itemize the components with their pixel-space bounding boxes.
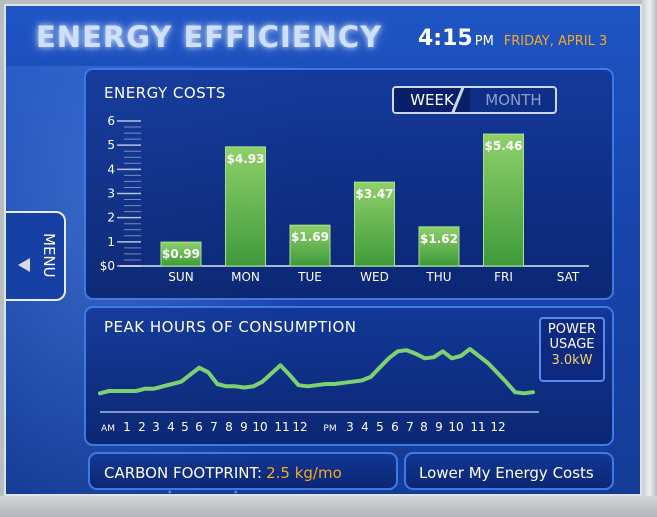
- energy-costs-title: ENERGY COSTS: [104, 84, 226, 102]
- x-tick-label: 11: [470, 420, 485, 434]
- x-tick-label: MON: [231, 270, 260, 284]
- x-tick-label: 8: [225, 420, 233, 434]
- x-tick-label: WED: [360, 270, 389, 284]
- menu-label: MENU: [40, 233, 58, 278]
- x-tick-label: 1: [123, 420, 131, 434]
- power-usage-value: 3.0kW: [551, 353, 593, 368]
- clock-time: 4:15: [418, 26, 473, 51]
- x-tick-label: 6: [391, 420, 399, 434]
- x-tick-label: 5: [181, 420, 189, 434]
- x-tick-label: 9: [435, 420, 443, 434]
- x-tick-label: 9: [240, 420, 248, 434]
- lower-energy-costs-button[interactable]: Lower My Energy Costs: [404, 452, 614, 490]
- x-tick-label: THU: [425, 270, 451, 284]
- x-tick-label: 2: [138, 420, 146, 434]
- power-usage-label-2: USAGE: [549, 337, 595, 352]
- x-tick-label: 11: [274, 420, 289, 434]
- bar-tue: [289, 224, 331, 267]
- peak-hours-panel: PEAK HOURS OF CONSUMPTION: [84, 306, 614, 446]
- x-tick-label: 3: [346, 420, 354, 434]
- x-tick-label: SAT: [557, 270, 580, 284]
- bar-mon: [225, 146, 266, 267]
- x-tick-label: 3: [152, 420, 160, 434]
- device-bezel-bottom: [0, 496, 657, 517]
- x-tick-label: 10: [252, 420, 267, 434]
- peak-hours-chart: AM 1 2 3 4 5 6 7 8 9 10 11 12 PM 3 4 5 6 7 8 9 10 11 12: [98, 347, 539, 434]
- x-tick-label: 6: [195, 420, 203, 434]
- bar-value-label: $3.47: [356, 187, 394, 201]
- y-tick-label: 3: [107, 187, 115, 201]
- x-tick-label: TUE: [297, 270, 322, 284]
- clock: 4:15 PM FRIDAY, APRIL 3: [418, 26, 607, 51]
- x-tick-label: SUN: [168, 270, 193, 284]
- bar-value-label: $1.62: [420, 232, 458, 246]
- bar-value-label: $1.69: [291, 230, 329, 244]
- carbon-footprint-label: CARBON FOOTPRINT: 2.5 kg/mo: [104, 464, 342, 482]
- clock-date: FRIDAY, APRIL 3: [503, 34, 608, 49]
- x-tick-label: PM: [323, 424, 336, 434]
- bar-sun: [160, 241, 202, 267]
- bar-fri: [483, 133, 524, 267]
- period-toggle[interactable]: WEEK MONTH: [392, 86, 557, 114]
- bar-value-label: $5.46: [485, 139, 523, 153]
- carbon-value: 2.5 kg/mo: [266, 464, 342, 482]
- device-bezel-right: [642, 0, 657, 517]
- x-tick-label: 7: [406, 420, 414, 434]
- x-tick-label: 10: [448, 420, 463, 434]
- scroll-up-icon: ↑: [232, 490, 240, 496]
- lower-energy-costs-label: Lower My Energy Costs: [419, 464, 594, 482]
- power-usage-label-1: POWER: [547, 322, 597, 337]
- carbon-footprint-box: CARBON FOOTPRINT: 2.5 kg/mo: [88, 452, 398, 490]
- y-tick-label: $0: [100, 259, 115, 273]
- menu-tab[interactable]: MENU: [6, 211, 66, 301]
- clock-ampm: PM: [474, 34, 494, 49]
- app-screen: ENERGY EFFICIENCY 4:15 PM FRIDAY, APRIL 3 …: [4, 4, 642, 496]
- y-tick-label: 1: [107, 235, 115, 249]
- bar-wed: [354, 181, 395, 267]
- x-tick-label: 5: [376, 420, 384, 434]
- arrow-left-icon: [18, 258, 30, 272]
- scroll-up-icon: ↑: [166, 490, 174, 496]
- x-tick-label: AM: [101, 424, 115, 434]
- x-tick-label: 8: [420, 420, 428, 434]
- x-tick-label: FRI: [494, 270, 513, 284]
- x-tick-label: 4: [167, 420, 175, 434]
- x-tick-label: 4: [361, 420, 369, 434]
- app-title: ENERGY EFFICIENCY: [36, 20, 383, 54]
- bar-thu: [418, 226, 460, 267]
- y-tick-label: 2: [107, 211, 115, 225]
- tab-month[interactable]: MONTH: [485, 91, 542, 109]
- x-tick-label: 12: [292, 420, 307, 434]
- peak-hours-title: PEAK HOURS OF CONSUMPTION: [104, 318, 357, 336]
- carbon-label-text: CARBON FOOTPRINT:: [104, 464, 263, 482]
- consumption-line: [98, 347, 535, 396]
- y-tick-label: 6: [107, 114, 115, 128]
- power-usage-box: POWER USAGE 3.0kW: [539, 317, 605, 382]
- y-tick-label: 5: [107, 138, 115, 152]
- bar-value-label: $0.99: [162, 247, 200, 261]
- y-tick-label: 4: [107, 162, 115, 176]
- x-tick-label: 7: [210, 420, 218, 434]
- x-tick-label: 12: [490, 420, 505, 434]
- bar-value-label: $4.93: [227, 152, 265, 166]
- energy-costs-chart: $0 1 2 3 4 5 6 $0.99 SUN $4.93 MON $1.69 TUE $3.47 WED…: [100, 114, 589, 284]
